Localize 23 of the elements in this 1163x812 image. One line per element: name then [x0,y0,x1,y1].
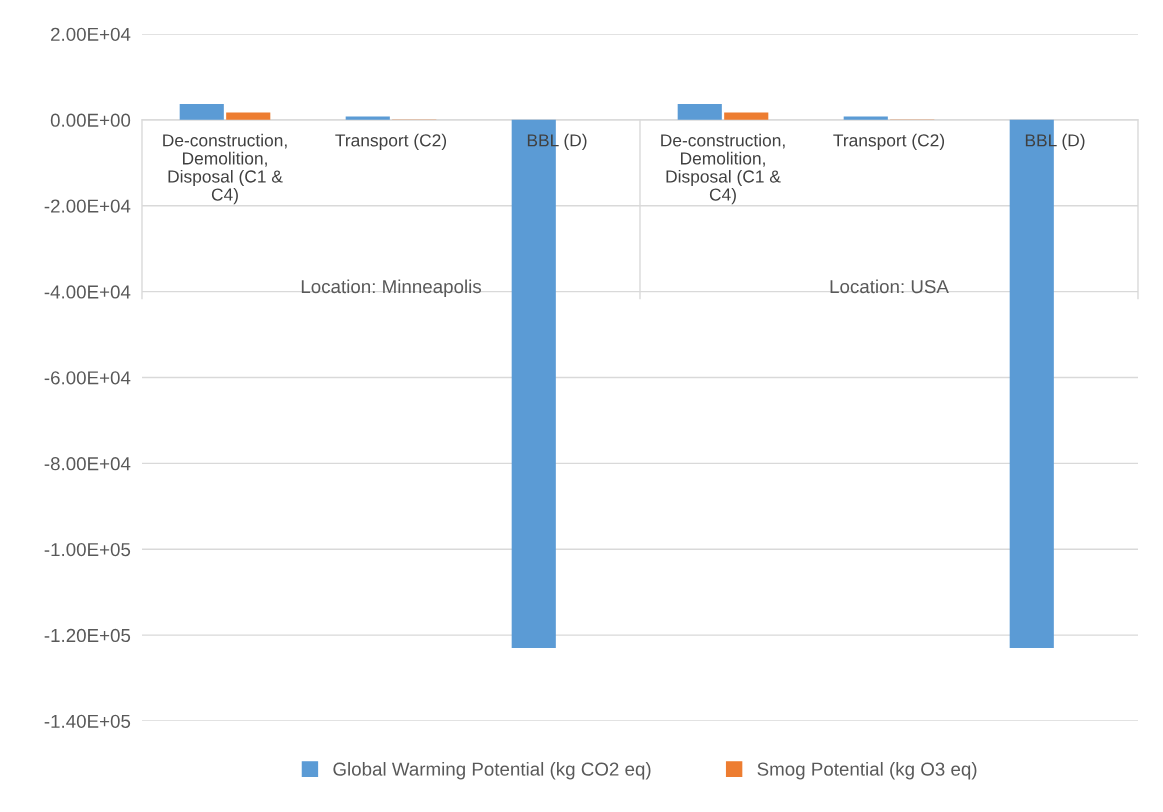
y-tick-label: 2.00E+04 [51,27,131,41]
y-tick-label: -1.00E+05 [44,542,131,557]
x-tick-label: Transport (C2) [833,133,945,150]
y-tick-label: -2.00E+04 [44,199,131,213]
y-tick-label: -1.40E+05 [44,714,131,728]
annotation: Location: Minneapolis [301,279,482,297]
x-tick-label: De-construction, Demolition, Disposal (C1 & C4) [163,133,287,205]
x-tick-label: De-construction, Demolition, Disposal (C1 & C4) [661,133,785,205]
bar [724,112,769,120]
legend-label: Global Warming Potential (kg CO2 eq) [333,762,651,780]
y-tick-label: -4.00E+04 [44,285,131,299]
x-tick-label: Transport (C2) [335,133,447,150]
legend-label: Smog Potential (kg O3 eq) [757,762,977,780]
bar [677,103,722,120]
y-tick-label: 0.00E+00 [50,113,131,127]
bar [843,116,888,120]
bar [179,103,224,120]
y-tick-label: -6.00E+04 [44,371,131,385]
bar [226,112,271,120]
y-tick-label: -8.00E+04 [44,457,131,471]
bar [345,116,390,120]
y-tick-label: -1.20E+05 [44,628,131,643]
annotation: Location: USA [830,279,949,294]
